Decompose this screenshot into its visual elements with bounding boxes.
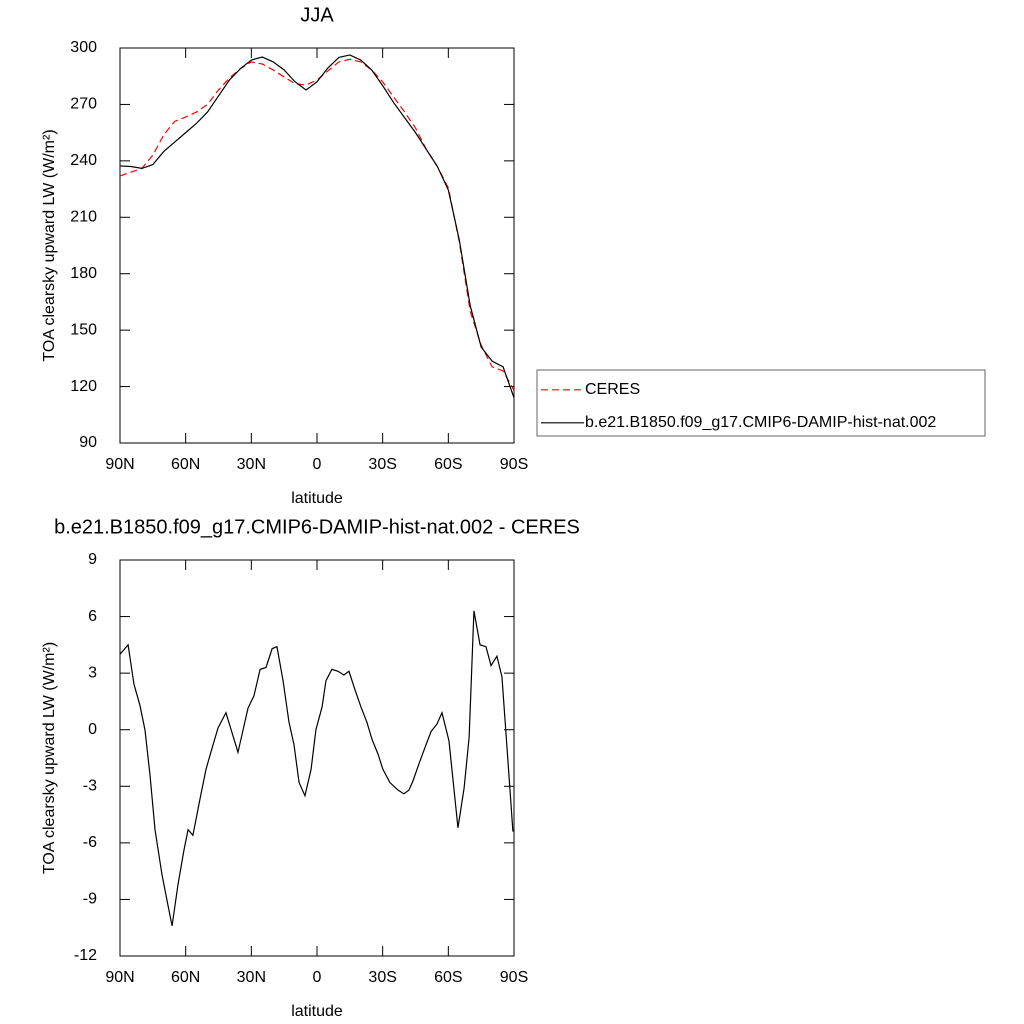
x-tick-label: 90N	[105, 969, 134, 986]
legend-label: CERES	[585, 381, 640, 398]
x-tick-label: 60S	[434, 969, 462, 986]
y-tick-label: -6	[83, 834, 97, 851]
y-tick-label: 150	[70, 321, 97, 338]
x-tick-label: 60N	[171, 456, 200, 473]
x-tick-label: 90S	[500, 456, 528, 473]
y-tick-label: -3	[83, 778, 97, 795]
data-line	[119, 58, 515, 391]
y-axis-label: TOA clearsky upward LW (W/m²)	[41, 642, 58, 874]
y-tick-label: 180	[70, 265, 97, 282]
y-tick-label: 270	[70, 96, 97, 113]
chart-title: b.e21.B1850.f09_g17.CMIP6-DAMIP-hist-nat…	[54, 516, 580, 538]
x-tick-label: 60N	[171, 969, 200, 986]
x-tick-label: 0	[313, 969, 322, 986]
y-tick-label: -12	[74, 947, 97, 964]
y-tick-label: 6	[88, 608, 97, 625]
data-line	[119, 610, 514, 926]
y-tick-label: 3	[88, 664, 97, 681]
x-tick-label: 30S	[368, 456, 396, 473]
x-tick-label: 30N	[237, 456, 266, 473]
x-tick-label: 90S	[500, 969, 528, 986]
legend-box	[536, 369, 986, 437]
x-tick-label: 90N	[105, 456, 134, 473]
legend-label: b.e21.B1850.f09_g17.CMIP6-DAMIP-hist-nat…	[585, 414, 936, 431]
y-tick-label: -9	[83, 891, 97, 908]
data-line	[119, 54, 515, 399]
plot-frame	[119, 47, 515, 444]
y-tick-label: 240	[70, 152, 97, 169]
y-tick-label: 210	[70, 209, 97, 226]
y-tick-label: 120	[70, 378, 97, 395]
chart-title: JJA	[300, 4, 334, 26]
y-axis-label: TOA clearsky upward LW (W/m²)	[41, 129, 58, 361]
y-tick-label: 0	[88, 721, 97, 738]
x-axis-label: latitude	[291, 490, 343, 507]
x-tick-label: 30S	[368, 969, 396, 986]
y-tick-label: 90	[79, 434, 97, 451]
plot-frame	[119, 559, 515, 957]
x-tick-label: 30N	[237, 969, 266, 986]
y-tick-label: 9	[88, 551, 97, 568]
x-tick-label: 60S	[434, 456, 462, 473]
y-tick-label: 300	[70, 39, 97, 56]
x-axis-label: latitude	[291, 1003, 343, 1020]
x-tick-label: 0	[313, 456, 322, 473]
